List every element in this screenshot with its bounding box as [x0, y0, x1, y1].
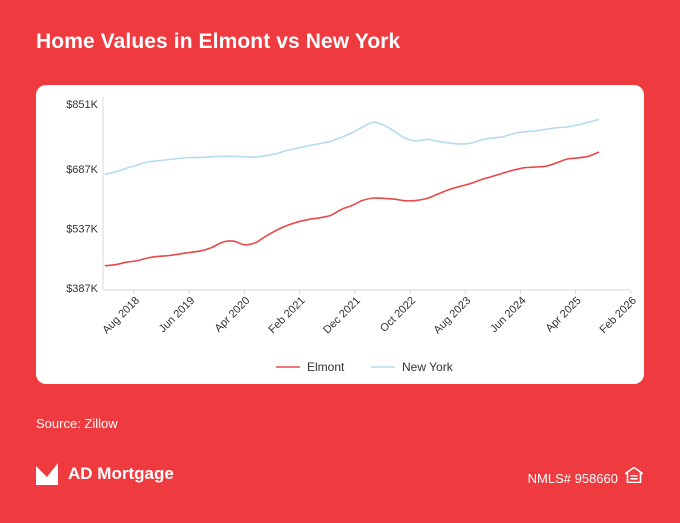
x-tick-label: Feb 2021 — [266, 295, 307, 336]
line-chart: $387K $537K $687K $851K Aug 2018 Jun 2019 Apr… — [66, 97, 639, 374]
source-note: Source: Zillow — [36, 416, 118, 431]
y-tick-label: $687K — [66, 164, 98, 176]
y-tick-label: $387K — [66, 283, 98, 295]
x-tick-label: Jun 2019 — [157, 295, 197, 335]
x-tick-label: Aug 2023 — [432, 295, 474, 337]
x-tick-label: Feb 2026 — [598, 295, 639, 336]
chart-card: $387K $537K $687K $851K Aug 2018 Jun 2019 Apr… — [36, 85, 644, 384]
x-tick-label: Apr 2020 — [212, 295, 252, 335]
x-axis-ticks: Aug 2018 Jun 2019 Apr 2020 Feb 2021 Dec 2021… — [100, 290, 639, 336]
series-line-new-york — [104, 118, 600, 175]
equal-housing-icon — [625, 467, 643, 483]
x-tick-label: Apr 2025 — [544, 295, 584, 335]
x-tick-label: Jun 2024 — [488, 295, 528, 335]
series-lines — [104, 118, 600, 267]
chart-title: Home Values in Elmont vs New York — [36, 30, 401, 53]
legend-label-new-york: New York — [402, 360, 454, 374]
legend: Elmont New York — [276, 360, 454, 374]
x-tick-label: Aug 2018 — [100, 295, 142, 337]
y-tick-label: $537K — [66, 224, 98, 236]
y-axis-ticks: $387K $537K $687K $851K — [66, 99, 98, 295]
y-tick-label: $851K — [66, 99, 98, 111]
x-tick-label: Oct 2022 — [378, 295, 418, 335]
brand-name: AD Mortgage — [68, 464, 174, 483]
x-tick-label: Dec 2021 — [321, 295, 363, 337]
nmls-number: NMLS# 958660 — [527, 471, 618, 486]
brand: AD Mortgage — [36, 462, 174, 486]
series-line-elmont — [104, 151, 600, 267]
ad-mortgage-logo-icon — [36, 463, 58, 485]
legend-label-elmont: Elmont — [307, 360, 345, 374]
